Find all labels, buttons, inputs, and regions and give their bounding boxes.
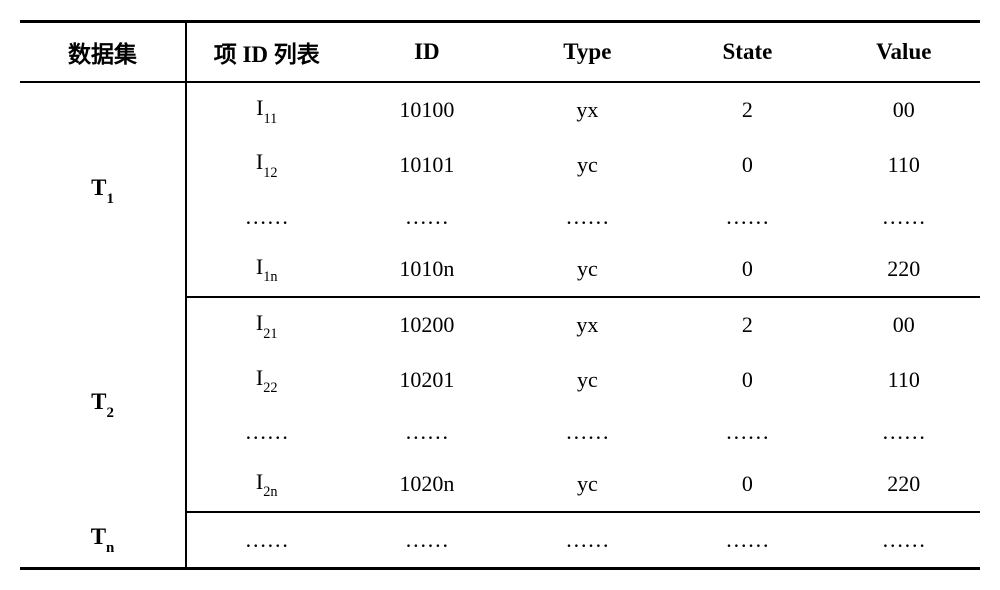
- value-cell: 220: [828, 457, 980, 512]
- id-cell: ……: [346, 512, 507, 568]
- item-id-cell: I2n: [186, 457, 346, 512]
- state-cell: 0: [667, 353, 827, 407]
- state-cell: 0: [667, 242, 827, 297]
- value-cell: 110: [828, 137, 980, 191]
- item-id-cell: I22: [186, 353, 346, 407]
- col-header-state: State: [667, 22, 827, 83]
- state-cell: ……: [667, 407, 827, 457]
- value-cell: ……: [828, 407, 980, 457]
- type-cell: yc: [507, 353, 667, 407]
- item-id-cell: I11: [186, 82, 346, 137]
- state-cell: 2: [667, 82, 827, 137]
- table-row: T1I1110100yx200: [20, 82, 980, 137]
- item-id-cell: I21: [186, 297, 346, 352]
- type-cell: ……: [507, 192, 667, 242]
- col-header-id: ID: [346, 22, 507, 83]
- value-cell: 00: [828, 297, 980, 352]
- value-cell: 00: [828, 82, 980, 137]
- state-cell: 0: [667, 137, 827, 191]
- col-header-type: Type: [507, 22, 667, 83]
- id-cell: 10200: [346, 297, 507, 352]
- id-cell: 1010n: [346, 242, 507, 297]
- type-cell: yc: [507, 242, 667, 297]
- value-cell: 110: [828, 353, 980, 407]
- id-cell: ……: [346, 407, 507, 457]
- value-cell: 220: [828, 242, 980, 297]
- table-row: T2I2110200yx200: [20, 297, 980, 352]
- item-id-cell: ……: [186, 192, 346, 242]
- id-cell: ……: [346, 192, 507, 242]
- col-header-dataset: 数据集: [20, 22, 186, 83]
- data-table: 数据集 项 ID 列表 ID Type State Value T1I11101…: [20, 20, 980, 570]
- value-cell: ……: [828, 192, 980, 242]
- value-cell: ……: [828, 512, 980, 568]
- col-header-itemid: 项 ID 列表: [186, 22, 346, 83]
- header-row: 数据集 项 ID 列表 ID Type State Value: [20, 22, 980, 83]
- dataset-label: Tn: [20, 512, 186, 568]
- id-cell: 10101: [346, 137, 507, 191]
- id-cell: 1020n: [346, 457, 507, 512]
- type-cell: yx: [507, 82, 667, 137]
- dataset-label: T2: [20, 297, 186, 512]
- id-cell: 10201: [346, 353, 507, 407]
- type-cell: ……: [507, 407, 667, 457]
- id-cell: 10100: [346, 82, 507, 137]
- state-cell: 2: [667, 297, 827, 352]
- dataset-label: T1: [20, 82, 186, 297]
- type-cell: yx: [507, 297, 667, 352]
- item-id-cell: ……: [186, 407, 346, 457]
- type-cell: ……: [507, 512, 667, 568]
- item-id-cell: I1n: [186, 242, 346, 297]
- type-cell: yc: [507, 137, 667, 191]
- state-cell: ……: [667, 512, 827, 568]
- type-cell: yc: [507, 457, 667, 512]
- item-id-cell: ……: [186, 512, 346, 568]
- col-header-value: Value: [828, 22, 980, 83]
- table-row: Tn…………………………: [20, 512, 980, 568]
- state-cell: 0: [667, 457, 827, 512]
- state-cell: ……: [667, 192, 827, 242]
- item-id-cell: I12: [186, 137, 346, 191]
